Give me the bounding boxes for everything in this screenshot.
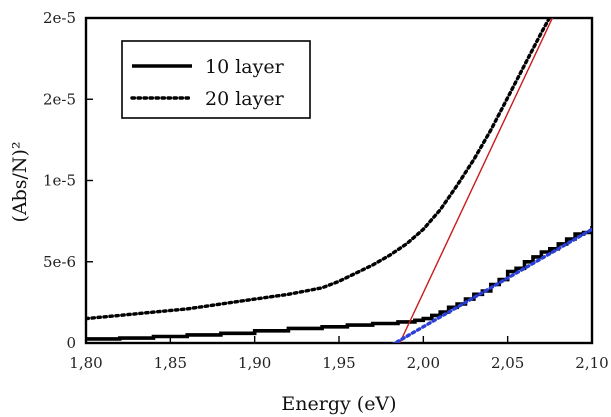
y-tick-label: 2e-5	[43, 90, 76, 108]
y-axis-ticks: 0 5e-6 1e-5 2e-5 2e-5	[43, 9, 93, 352]
series-line-10-layer	[86, 226, 592, 341]
legend-label-20-layer: 20 layer	[205, 88, 285, 110]
x-axis-title: Energy (eV)	[281, 393, 396, 415]
y-tick-label: 0	[66, 334, 76, 352]
legend-box	[121, 40, 311, 119]
y-tick-label: 1e-5	[43, 172, 76, 190]
x-axis-ticks: 1,80 1,85 1,90 1,95 2,00 2,05 2,10	[69, 336, 609, 372]
x-tick-label: 1,95	[322, 354, 355, 372]
series-line-20-layer	[86, 18, 552, 321]
legend-label-10-layer: 10 layer	[205, 56, 285, 78]
fit-line-blue	[391, 227, 592, 343]
y-tick-label: 5e-6	[43, 253, 76, 271]
x-tick-label: 2,00	[407, 354, 440, 372]
y-axis-title: (Abs/N)²	[9, 141, 31, 222]
series-layer	[86, 18, 592, 343]
legend: 10 layer 20 layer	[121, 40, 311, 119]
x-tick-label: 1,85	[154, 354, 187, 372]
fit-line-red	[399, 18, 554, 343]
x-tick-label: 2,10	[575, 354, 608, 372]
y-tick-label: 2e-5	[43, 9, 76, 27]
x-tick-label: 2,05	[491, 354, 524, 372]
x-tick-label: 1,90	[238, 354, 271, 372]
x-tick-label: 1,80	[69, 354, 102, 372]
